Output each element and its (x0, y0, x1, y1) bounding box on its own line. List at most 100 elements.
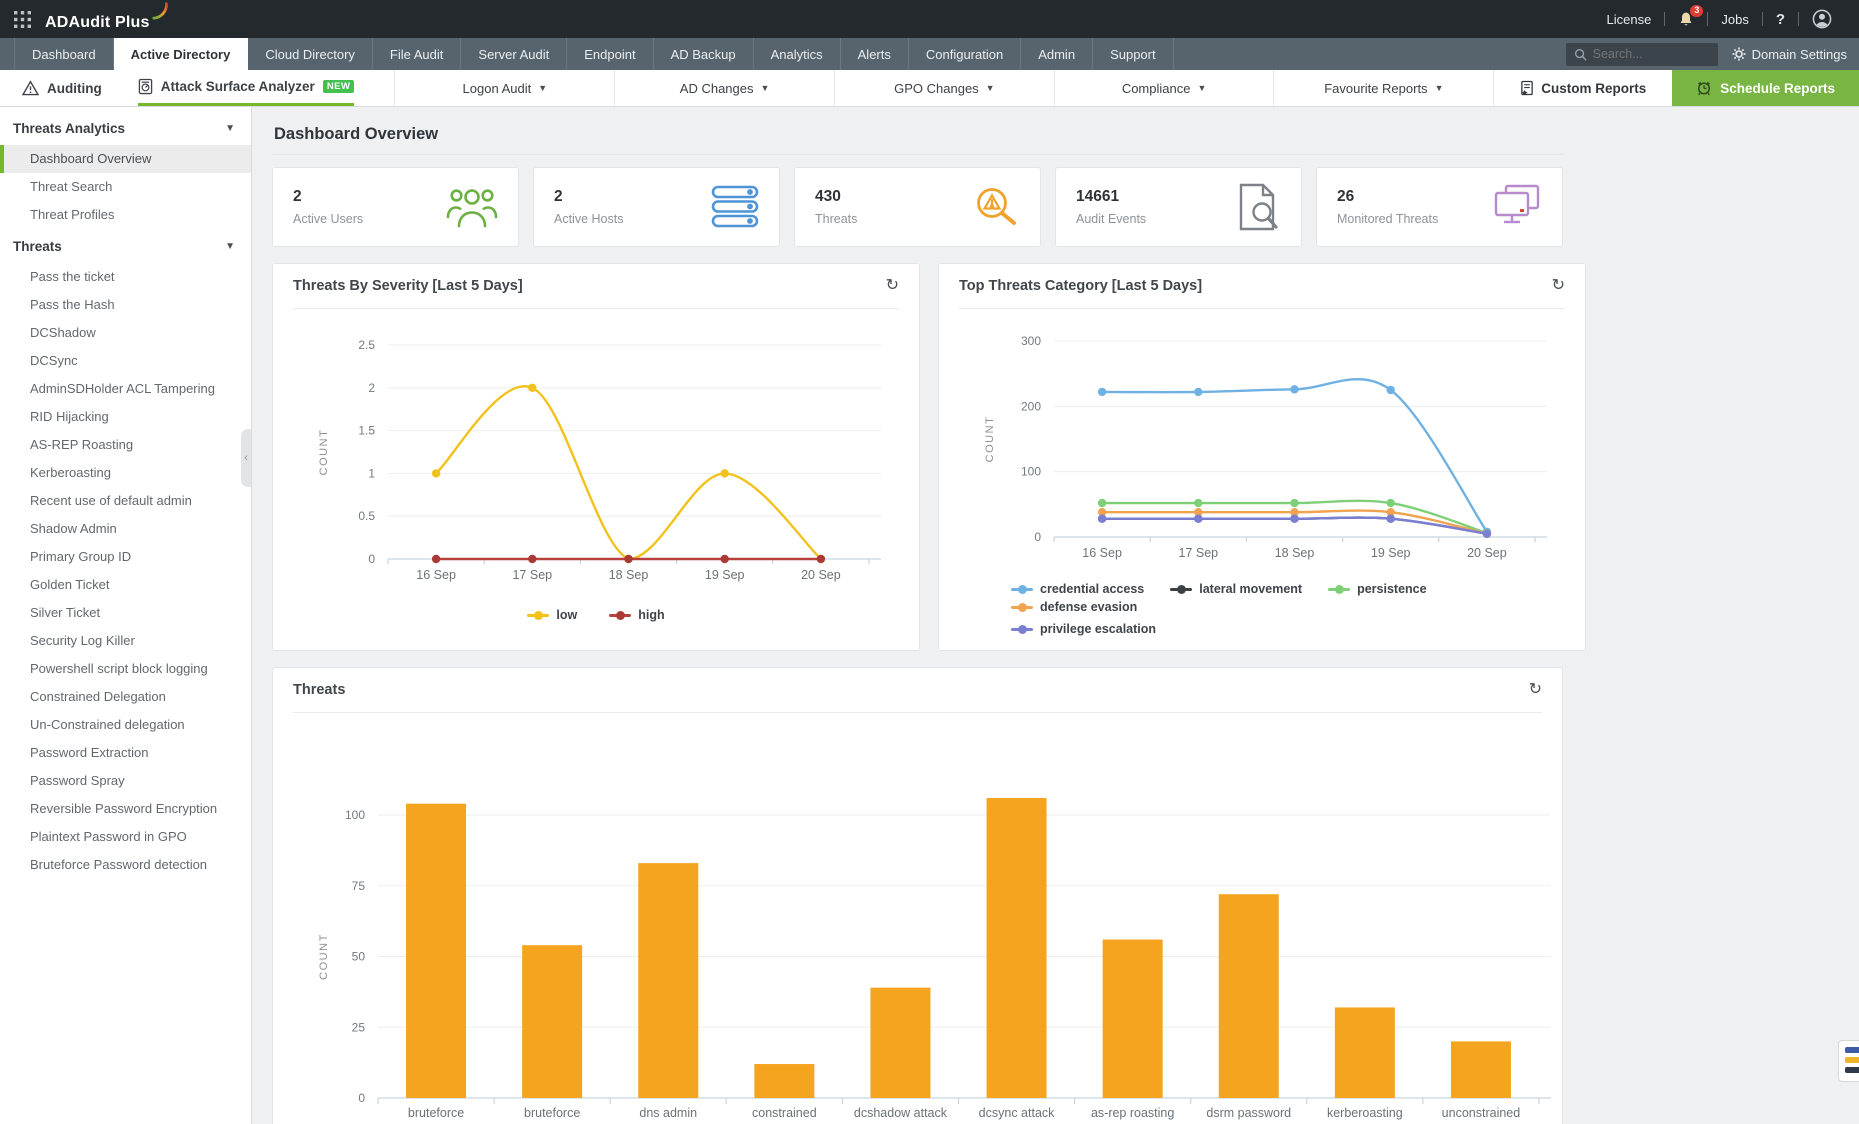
data-point[interactable] (1386, 385, 1395, 395)
tab-file-audit[interactable]: File Audit (373, 38, 462, 70)
auditing-nav-item[interactable]: Auditing (21, 70, 102, 106)
tab-endpoint[interactable]: Endpoint (567, 38, 654, 70)
stat-card-active-users[interactable]: 2 Active Users (272, 167, 519, 247)
data-point[interactable] (1386, 514, 1395, 523)
favourite-reports-dropdown[interactable]: Favourite Reports ▼ (1273, 70, 1493, 106)
data-point[interactable] (1097, 498, 1107, 508)
sidebar-collapse-handle[interactable]: ‹ (241, 429, 251, 487)
bar-bruteforce[interactable] (522, 945, 583, 1098)
assistant-widget[interactable] (1838, 1040, 1859, 1082)
sidebar-item-reversible-password-encryption[interactable]: Reversible Password Encryption (30, 801, 218, 816)
data-point[interactable] (1482, 529, 1492, 538)
gpo-changes-dropdown[interactable]: GPO Changes ▼ (833, 70, 1054, 106)
legend-item-persistence[interactable]: persistence (1328, 582, 1427, 596)
sidebar-item-primary-group-id[interactable]: Primary Group ID (30, 549, 132, 564)
data-point[interactable] (528, 383, 537, 392)
user-avatar-icon[interactable] (1799, 9, 1845, 29)
schedule-reports-button[interactable]: Schedule Reports (1672, 70, 1859, 106)
domain-settings-button[interactable]: Domain Settings (1732, 47, 1847, 62)
bar-as-rep-roasting[interactable] (1102, 939, 1163, 1098)
tab-server-audit[interactable]: Server Audit (461, 38, 568, 70)
stat-card-threats[interactable]: 430 Threats (794, 167, 1041, 247)
data-point[interactable] (1194, 514, 1203, 523)
tab-cloud-directory[interactable]: Cloud Directory (248, 38, 373, 70)
sidebar-item-golden-ticket[interactable]: Golden Ticket (30, 577, 110, 592)
bar-dns-admin[interactable] (638, 863, 699, 1098)
data-point[interactable] (1097, 514, 1107, 523)
data-point[interactable] (624, 554, 633, 564)
legend-item-defense-evasion[interactable]: defense evasion (1011, 600, 1137, 614)
product-logo[interactable]: ADAudit Plus (45, 1, 170, 32)
bar-kerberoasting[interactable] (1334, 1007, 1395, 1098)
sidebar-item-recent-use-of-default-admin[interactable]: Recent use of default admin (30, 493, 192, 508)
refresh-icon[interactable]: ↻ (1528, 681, 1542, 698)
sidebar-item-plaintext-password-in-gpo[interactable]: Plaintext Password in GPO (30, 829, 187, 844)
sidebar-item-password-extraction[interactable]: Password Extraction (30, 745, 149, 760)
data-point[interactable] (1290, 514, 1299, 523)
data-point[interactable] (1290, 385, 1299, 394)
data-point[interactable] (720, 469, 729, 478)
sidebar-item-dcsync[interactable]: DCSync (30, 353, 78, 368)
series-privilege-escalation[interactable] (1097, 514, 1492, 538)
sidebar-item-kerberoasting[interactable]: Kerberoasting (30, 465, 111, 480)
tab-dashboard[interactable]: Dashboard (14, 38, 114, 70)
sidebar-item-pass-the-hash[interactable]: Pass the Hash (30, 297, 115, 312)
data-point[interactable] (528, 554, 537, 564)
search-box[interactable] (1565, 42, 1718, 66)
data-point[interactable] (816, 554, 826, 564)
legend-item-privilege-escalation[interactable]: privilege escalation (1011, 622, 1156, 636)
sidebar-item-pass-the-ticket[interactable]: Pass the ticket (30, 269, 115, 284)
stat-card-monitored-threats[interactable]: 26 Monitored Threats (1316, 167, 1563, 247)
data-point[interactable] (720, 554, 729, 564)
sidebar-item-threat-profiles[interactable]: Threat Profiles (30, 207, 115, 222)
sidebar-item-rid-hijacking[interactable]: RID Hijacking (30, 409, 109, 424)
jobs-link[interactable]: Jobs (1721, 11, 1749, 27)
threats-by-severity-chart[interactable]: 0 0.5 1 1.5 2 2.5 COUNT 16 Sep 17 Sep 18 Sep 19 Se… (293, 309, 899, 597)
data-point[interactable] (1194, 507, 1203, 517)
notifications-button[interactable]: 3 (1665, 5, 1707, 27)
sidebar-item-shadow-admin[interactable]: Shadow Admin (30, 521, 117, 536)
data-point[interactable] (1386, 498, 1395, 508)
sidebar-item-constrained-delegation[interactable]: Constrained Delegation (30, 689, 166, 704)
bar-unconstrained[interactable] (1450, 1041, 1511, 1098)
sidebar-item-bruteforce-password-detection[interactable]: Bruteforce Password detection (30, 857, 208, 872)
series-high[interactable] (431, 554, 826, 564)
sidebar-item-powershell-script-block-logging[interactable]: Powershell script block logging (30, 661, 208, 676)
bar-constrained[interactable] (754, 1064, 815, 1098)
data-point[interactable] (431, 554, 441, 564)
legend-item-high[interactable]: high (609, 608, 665, 622)
legend-item-lateral-movement[interactable]: lateral movement (1170, 582, 1302, 596)
tab-ad-backup[interactable]: AD Backup (654, 38, 754, 70)
sidebar-item-security-log-killer[interactable]: Security Log Killer (30, 633, 135, 648)
refresh-icon[interactable]: ↻ (885, 277, 899, 294)
refresh-icon[interactable]: ↻ (1551, 277, 1565, 294)
top-threats-category-chart[interactable]: 0 100 200 300 COUNT 16 Sep 17 Sep 18 Sep 19 Sep 2… (959, 309, 1565, 575)
data-point[interactable] (1194, 387, 1203, 397)
tab-support[interactable]: Support (1093, 38, 1174, 70)
sidebar-item-password-spray[interactable]: Password Spray (30, 773, 125, 788)
data-point[interactable] (1097, 387, 1107, 397)
data-point[interactable] (1097, 507, 1107, 517)
bar-dsrm-password[interactable] (1218, 894, 1279, 1098)
license-link[interactable]: License (1606, 11, 1652, 27)
legend-item-low[interactable]: low (527, 608, 577, 622)
custom-reports-button[interactable]: Custom Reports (1493, 70, 1672, 106)
ad-changes-dropdown[interactable]: AD Changes ▼ (614, 70, 834, 106)
bar-dcshadow-attack[interactable] (870, 987, 931, 1098)
sidebar-item-dcshadow[interactable]: DCShadow (30, 325, 96, 340)
data-point[interactable] (1290, 498, 1299, 508)
data-point[interactable] (431, 469, 441, 478)
sidebar-item-as-rep-roasting[interactable]: AS-REP Roasting (30, 437, 134, 452)
apps-grid-icon[interactable] (14, 10, 31, 28)
help-button[interactable]: ? (1775, 10, 1785, 28)
logon-audit-dropdown[interactable]: Logon Audit ▼ (394, 70, 614, 106)
tab-active-directory[interactable]: Active Directory (113, 38, 249, 70)
sidebar-item-threat-search[interactable]: Threat Search (30, 179, 113, 194)
sidebar-item-un-constrained-delegation[interactable]: Un-Constrained delegation (30, 717, 185, 732)
bar-dcsync-attack[interactable] (986, 798, 1047, 1098)
sidebar-item-adminsdholder-acl-tampering[interactable]: AdminSDHolder ACL Tampering (30, 381, 215, 396)
stat-card-audit-events[interactable]: 14661 Audit Events (1055, 167, 1302, 247)
data-point[interactable] (1290, 507, 1299, 517)
bar-bruteforce[interactable] (406, 803, 467, 1098)
sidebar-item-dashboard-overview[interactable]: Dashboard Overview (0, 145, 251, 173)
